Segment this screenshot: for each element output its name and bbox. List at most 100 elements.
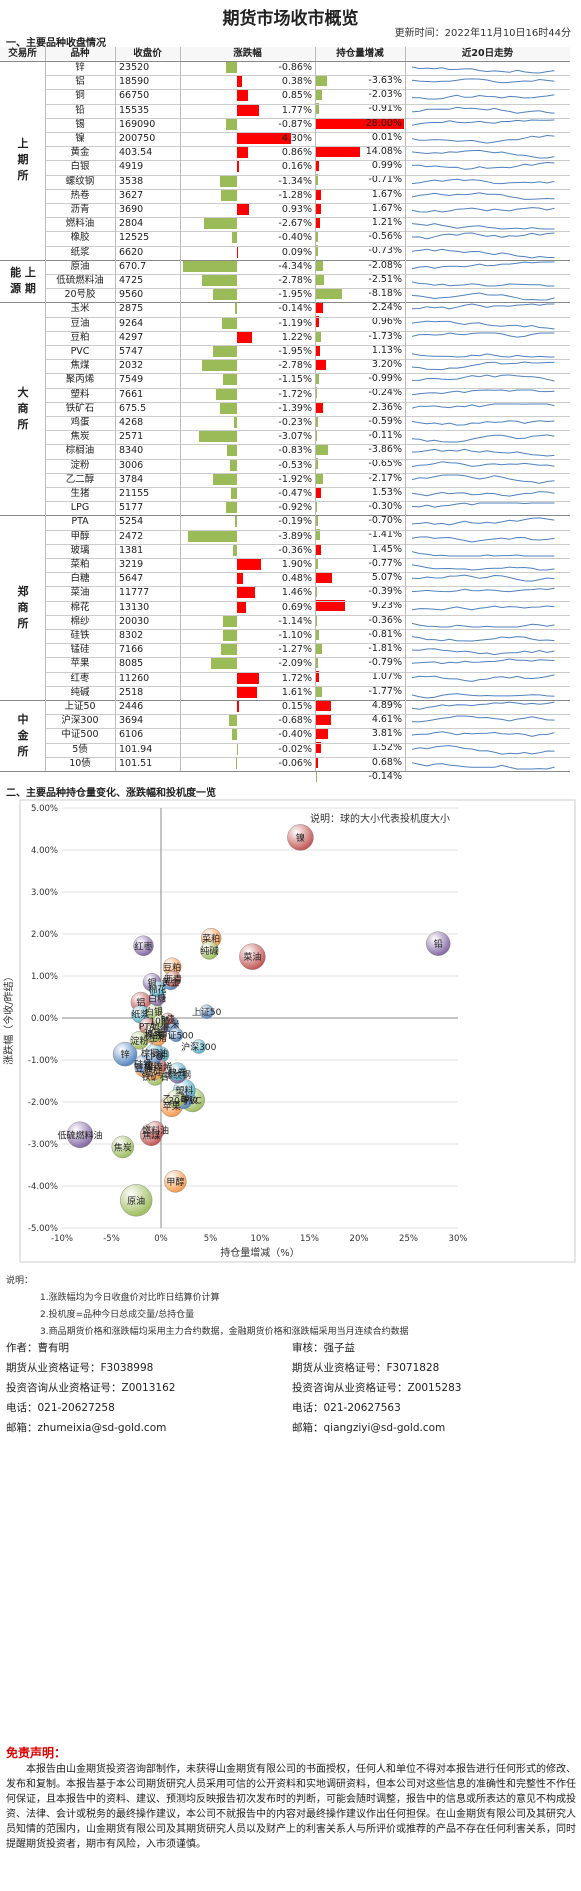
bubble	[144, 1023, 163, 1043]
bubble	[146, 1120, 165, 1140]
oi-pct: -0.24%	[368, 387, 402, 399]
oi-pct: 0.99%	[371, 160, 402, 172]
col-divider	[115, 47, 116, 771]
oi-pct: 14.08%	[365, 146, 402, 157]
row-divider	[45, 345, 570, 346]
table-row: 白银 4919 0.16% -0.71%	[0, 160, 570, 186]
row-divider	[45, 444, 570, 446]
oi-cell: -0.70%	[315, 514, 405, 527]
sparkline-path	[412, 292, 555, 301]
sparkline-path	[412, 622, 555, 628]
oi-pct: -0.14%	[368, 770, 402, 782]
bubble-label: 生猪	[149, 1032, 167, 1044]
change-pct: -0.36%	[278, 544, 312, 556]
table-row: 聚丙烯 7549 -1.15% -0.24%	[0, 373, 570, 399]
change-cell: -4.34%	[180, 260, 315, 273]
sparkline-path	[412, 517, 555, 526]
sparkline-path	[412, 374, 555, 382]
oi-cell: -0.11%	[315, 429, 405, 442]
oi-pct: -2.08%	[368, 259, 402, 271]
oi-cell: -0.39%	[315, 585, 405, 598]
change-bar	[237, 686, 258, 698]
sparkline-path	[412, 281, 555, 287]
change-cell: 1.90%	[180, 558, 315, 571]
change-pct: -0.40%	[278, 232, 312, 244]
header-cell: 收盘价	[115, 47, 180, 60]
sparkline-path	[412, 605, 555, 610]
sparkline-path	[412, 119, 555, 126]
row-divider	[45, 316, 570, 318]
change-bar	[225, 502, 237, 514]
change-pct: -0.86%	[278, 62, 312, 73]
row-divider	[45, 572, 570, 574]
change-bar	[226, 62, 237, 73]
header-cell: 交易所	[0, 47, 45, 60]
sparkline-path	[412, 106, 555, 114]
change-bar	[222, 374, 237, 386]
change-cell: -0.19%	[180, 515, 315, 528]
oi-cell: -0.65%	[315, 457, 405, 470]
bubble-label: 淀粉	[131, 1035, 149, 1047]
oi-pct: 1.13%	[371, 344, 402, 356]
oi-bar	[316, 217, 320, 228]
change-bar	[232, 232, 237, 244]
change-cell: -2.78%	[180, 274, 315, 287]
change-pct: 1.61%	[281, 686, 312, 698]
close-price: 675.5	[119, 402, 147, 414]
bubble-label: 原油	[127, 1195, 145, 1207]
close-price: 11777	[119, 587, 150, 599]
change-pct: 1.22%	[281, 331, 312, 343]
table-row: 橡胶 12525 -0.40% -0.73%	[0, 231, 570, 257]
sparkline	[412, 744, 555, 755]
table-row: 铅 15535 1.77% 28.00%	[0, 104, 570, 129]
bubble-label: 焦煤	[142, 1129, 160, 1141]
table-row: 5债 101.94 -0.02% 0.68%	[0, 743, 570, 768]
row-divider	[45, 756, 570, 758]
commodity-name: 聚丙烯	[65, 374, 95, 386]
close-price: 169090	[119, 118, 156, 130]
sparkline	[412, 162, 555, 171]
oi-cell: -0.56%	[315, 230, 405, 243]
change-pct: -4.34%	[278, 260, 312, 272]
change-pct: -1.95%	[278, 346, 312, 357]
close-price: 101.94	[119, 743, 153, 755]
change-bar	[222, 615, 237, 627]
commodity-name: 白糖	[70, 573, 90, 585]
bubble-label: 沪深300	[181, 1041, 216, 1053]
close-price: 4919	[119, 161, 144, 173]
close-price: 4268	[119, 417, 144, 428]
oi-bar	[316, 316, 320, 328]
close-price: 101.51	[119, 757, 153, 769]
table-row: 苹果 8085 -2.09% 1.07%	[0, 657, 570, 683]
bubble-label: PTA	[139, 1022, 156, 1032]
header-cell: 涨跌幅	[180, 47, 315, 60]
change-pct: 1.46%	[281, 587, 312, 599]
sparkline-path	[412, 744, 555, 755]
commodity-name: 沥青	[70, 204, 90, 215]
bubble-label: 10债	[149, 1015, 169, 1027]
x-tick-label: 0%	[154, 1234, 168, 1244]
close-price: 23520	[119, 62, 150, 73]
bubble-label: 棉纱	[144, 1060, 162, 1072]
sparkline-path	[412, 658, 555, 665]
bubble-label: 棕榈油	[141, 1047, 168, 1059]
oi-pct: 1.21%	[371, 217, 402, 228]
change-cell: -0.53%	[180, 459, 315, 472]
sparkline	[412, 550, 555, 557]
commodity-name: 焦炭	[70, 431, 90, 443]
commodity-name: 热卷	[70, 189, 90, 201]
change-cell: -1.10%	[180, 629, 315, 642]
sparkline-path	[412, 389, 555, 395]
oi-bar	[316, 628, 319, 640]
oi-pct: 3.20%	[371, 359, 402, 370]
close-price: 200750	[119, 133, 156, 144]
oi-cell: 1.67%	[315, 188, 405, 201]
sparkline-path	[412, 449, 555, 457]
commodity-name: 沪深300	[61, 715, 99, 727]
page-title: 期货市场收市概览	[222, 9, 359, 29]
change-pct: -0.53%	[278, 459, 312, 471]
change-pct: 0.09%	[281, 246, 312, 258]
bubble-label: 锰硅	[144, 1066, 162, 1078]
oi-cell: -8.18%	[315, 287, 405, 300]
change-bar	[235, 303, 237, 315]
